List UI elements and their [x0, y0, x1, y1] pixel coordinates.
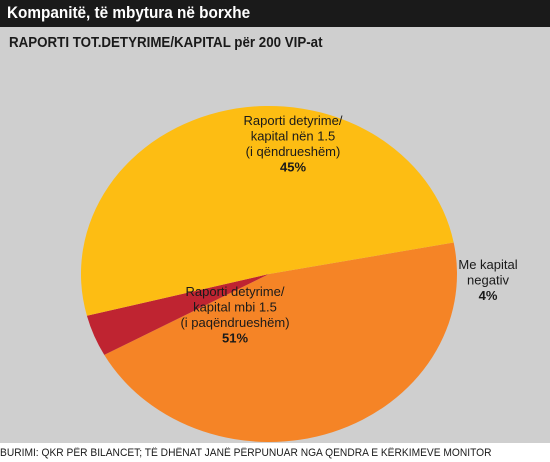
page-title: Kompanitë, të mbytura në borxhe: [7, 3, 251, 22]
slice-2-value-label: 4%: [479, 288, 498, 303]
slice-2-label-line-2: negativ: [467, 273, 509, 288]
pie-slice-2: [86, 274, 269, 355]
pie-slice-3: [80, 105, 454, 316]
slice-3-value-label: 51%: [222, 331, 248, 346]
source-note: BURIMI: QKR PËR BILANCET; TË DHËNAT JANË…: [0, 447, 492, 459]
slice-1-label-line-2: kapital nën 1.5: [251, 129, 336, 144]
slice-3-label-line-3: (i paqëndrueshëm): [180, 315, 289, 330]
slice-1-label-line-3: (i qëndrueshëm): [246, 144, 341, 159]
slice-3-label-line-2: kapital mbi 1.5: [193, 300, 277, 315]
slice-2-label-line-1: Me kapital: [458, 257, 517, 272]
slice-3-label-line-1: Raporti detyrime/: [186, 284, 285, 299]
chart-title: RAPORTI TOT.DETYRIME/KAPITAL për 200 VIP…: [9, 35, 323, 51]
title-bar: Kompanitë, të mbytura në borxhe: [0, 0, 550, 27]
slice-1-label-line-1: Raporti detyrime/: [244, 113, 343, 128]
pie-slice-1: [104, 242, 458, 443]
slice-1-value-label: 45%: [280, 160, 306, 175]
